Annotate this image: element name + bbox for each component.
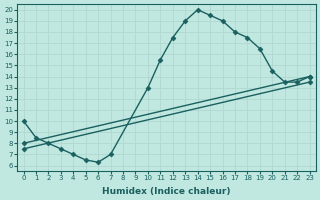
X-axis label: Humidex (Indice chaleur): Humidex (Indice chaleur)	[102, 187, 231, 196]
